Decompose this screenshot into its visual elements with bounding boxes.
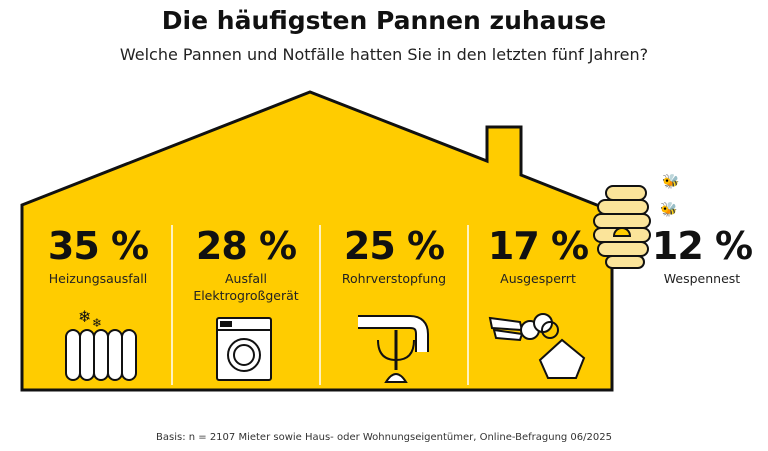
stat-elektrogeraet: 28 % Ausfall Elektrogroßgerät (172, 224, 320, 304)
wasp-icon: 🐝 (660, 201, 677, 218)
stat-value: 25 % (343, 224, 445, 268)
stat-label: Heizungsausfall (48, 271, 148, 286)
subtitle: Welche Pannen und Notfälle hatten Sie in… (119, 45, 649, 64)
keys-icon (488, 313, 586, 379)
stat-heizungsausfall: 35 % Heizungsausfall (24, 224, 172, 287)
wasp-icon: 🐝 (662, 173, 679, 190)
page-title: Die häufigsten Pannen zuhause (161, 6, 607, 35)
stat-label: Wespennest (663, 271, 741, 286)
dividers (171, 225, 469, 385)
footnote: Basis: n = 2107 Mieter sowie Haus- oder … (156, 432, 612, 443)
washing-machine-icon (216, 317, 272, 381)
radiator-icon: ❄ ❄ (65, 307, 137, 381)
beehive-icon: 🐝 🐝 (593, 173, 679, 269)
stat-label: Ausfall Elektrogroßgerät (193, 271, 299, 303)
stat-value: 28 % (195, 224, 297, 268)
stat-value: 17 % (487, 224, 589, 268)
stat-label: Rohrverstopfung (341, 271, 447, 286)
house-shape (20, 90, 614, 392)
snowflake-icon: ❄ (78, 307, 91, 326)
stat-label: Ausgesperrt (500, 271, 576, 286)
pipe-plunger-icon (358, 315, 429, 383)
stat-value: 35 % (47, 224, 149, 268)
stat-ausgesperrt: 17 % Ausgesperrt (464, 224, 612, 287)
stat-rohrverstopfung: 25 % Rohrverstopfung (320, 224, 468, 287)
snowflake-icon: ❄ (92, 316, 102, 330)
stat-wespennest: 12 % Wespennest (638, 224, 766, 287)
stat-value: 12 % (651, 224, 753, 268)
